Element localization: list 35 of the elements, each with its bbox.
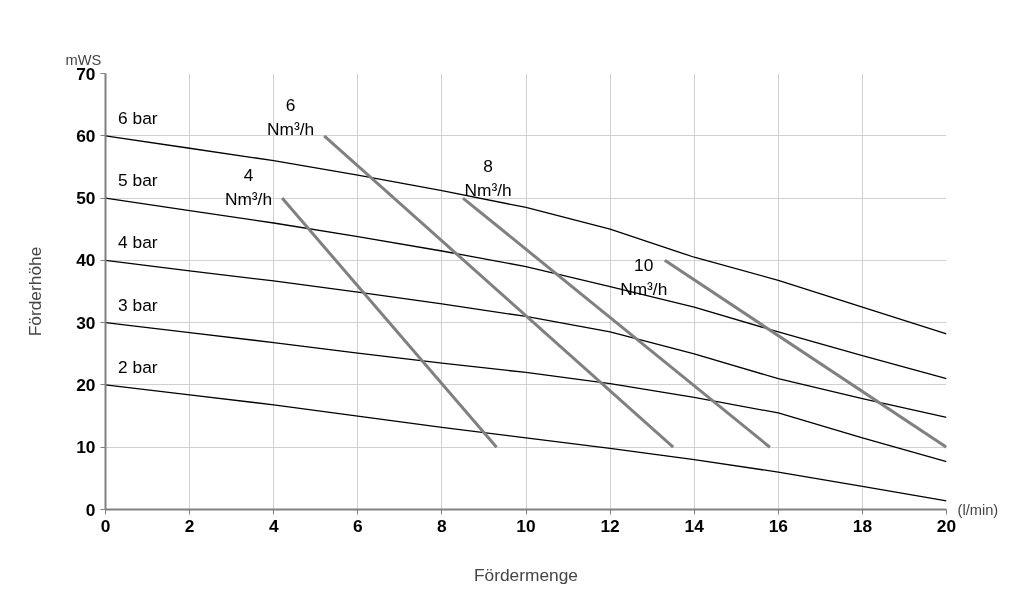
y-tick-label: 40 <box>76 250 96 271</box>
x-tick-label: 0 <box>100 515 111 536</box>
series-label: 6 Nm³/h <box>266 95 315 140</box>
text: mWS <box>65 51 102 68</box>
line-series <box>105 384 947 502</box>
series-label: 10 Nm³/h <box>620 254 668 299</box>
line-series <box>105 135 947 335</box>
y-tick-label: 10 <box>76 437 96 458</box>
series-label: 2 bar <box>118 356 158 377</box>
x-tick-label: 6 <box>352 515 363 536</box>
series-label: 6 bar <box>118 107 158 128</box>
x-tick-label: 14 <box>684 515 705 536</box>
y-axis-title: Förderhöhe <box>25 246 46 337</box>
x-tick-label: 2 <box>184 515 195 536</box>
x-tick-label: 4 <box>268 515 279 536</box>
text: (l/min) <box>957 501 999 518</box>
y-tick-label: 30 <box>76 312 96 333</box>
y-tick-label: 0 <box>85 499 96 520</box>
series-label: 3 bar <box>118 294 158 315</box>
series-label: 5 bar <box>118 169 158 190</box>
y-tick-label: 60 <box>76 125 96 146</box>
line-series <box>105 259 947 418</box>
x-tick-label: 16 <box>768 515 789 536</box>
y-tick-label: 50 <box>76 188 96 209</box>
x-axis-title: Fördermenge <box>473 564 579 585</box>
x-tick-label: 12 <box>600 515 620 536</box>
line-series <box>105 321 947 463</box>
y-tick-label: 20 <box>76 374 96 395</box>
x-tick-label: 18 <box>852 515 873 536</box>
series-label: 4 bar <box>118 232 158 253</box>
x-tick-label: 8 <box>437 515 448 536</box>
series-label: 8 Nm³/h <box>464 156 512 201</box>
x-tick-label: 10 <box>516 515 536 536</box>
x-tick-label: 20 <box>936 515 957 536</box>
series-label: 4 Nm³/h <box>224 164 273 209</box>
